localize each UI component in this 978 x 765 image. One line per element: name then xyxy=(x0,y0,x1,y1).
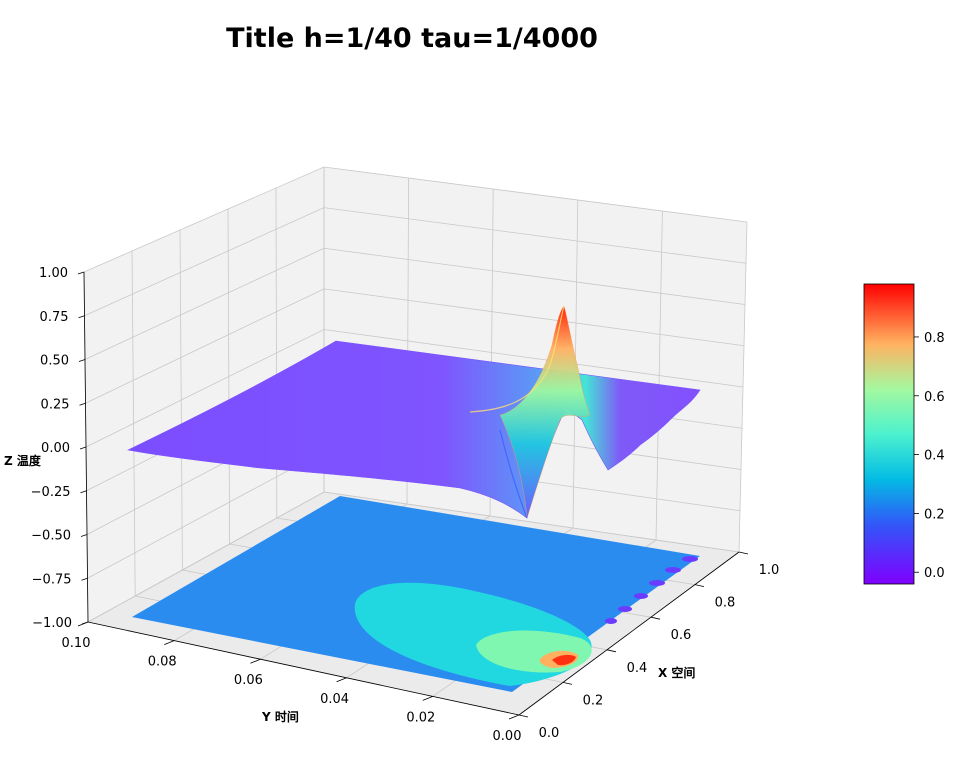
y-axis-label: Y 时间 xyxy=(261,709,299,724)
x-tick-label: 1.0 xyxy=(759,563,780,578)
x-tick-label: 0.6 xyxy=(671,628,692,643)
y-tick xyxy=(77,621,89,627)
colorbar-tick-label: 0.6 xyxy=(924,390,945,405)
z-tick xyxy=(79,446,87,450)
z-tick xyxy=(78,359,86,362)
colorbar-ticks: 0.0 0.2 0.4 0.6 0.8 xyxy=(914,331,945,581)
colorbar-tick-label: 0.2 xyxy=(924,507,945,522)
y-tick-label: 0.00 xyxy=(493,729,522,744)
z-tick-label: 0.25 xyxy=(41,397,70,412)
tick-layer: −1.00−0.75−0.50−0.250.000.250.500.751.00… xyxy=(31,266,780,744)
y-tick-label: 0.06 xyxy=(234,673,263,688)
z-tick xyxy=(81,577,88,581)
z-tick-label: 1.00 xyxy=(39,266,68,281)
surface-trough-line xyxy=(499,429,528,519)
colorbar: 0.0 0.2 0.4 0.6 0.8 xyxy=(863,283,945,585)
x-tick xyxy=(562,682,573,685)
y-tick-label: 0.10 xyxy=(62,636,91,651)
z-tick-label: −1.00 xyxy=(32,616,72,631)
z-tick xyxy=(77,271,85,275)
colorbar-tick-label: 0.8 xyxy=(924,331,945,346)
y-tick xyxy=(422,696,433,701)
x-axis-label: X 空间 xyxy=(658,665,695,680)
x-grid-line xyxy=(323,167,740,553)
y-tick xyxy=(164,640,175,645)
z-tick-label: −0.75 xyxy=(32,572,72,587)
back-left-pane xyxy=(84,167,324,622)
y-tick-label: 0.04 xyxy=(320,692,349,707)
x-tick xyxy=(650,616,661,620)
z-tick-label: 0.50 xyxy=(40,354,69,369)
z-tick xyxy=(80,534,88,537)
x-tick-label: 0.0 xyxy=(539,726,560,741)
y-tick xyxy=(250,658,261,664)
x-tick xyxy=(518,714,529,718)
surface xyxy=(127,305,701,519)
surface-crest-line xyxy=(469,305,565,413)
x-tick-label: 0.4 xyxy=(627,661,648,676)
x-tick-label: 0.2 xyxy=(583,693,604,708)
colorbar-gradient xyxy=(863,283,915,585)
z-tick-label: 0.00 xyxy=(41,441,70,456)
colorbar-tick-label: 0.4 xyxy=(924,449,945,464)
z-tick xyxy=(80,490,87,494)
z-tick xyxy=(79,402,86,406)
y-tick xyxy=(508,714,520,720)
z-axis-label: Z 温度 xyxy=(4,453,42,468)
chart-title: Title h=1/40 tau=1/4000 xyxy=(226,23,598,54)
contour-level-4 xyxy=(552,654,576,666)
z-tick-label: −0.50 xyxy=(31,529,71,544)
x-tick-label: 0.8 xyxy=(715,596,736,611)
contour-small-blobs xyxy=(605,556,698,624)
floor-contour xyxy=(132,496,700,692)
z-tick-label: 0.75 xyxy=(40,310,69,325)
y-tick xyxy=(336,677,347,683)
y-tick-label: 0.02 xyxy=(406,710,435,725)
x-tick xyxy=(694,584,705,587)
x-tick xyxy=(606,649,617,653)
y-tick-label: 0.08 xyxy=(148,655,177,670)
colorbar-tick-label: 0.0 xyxy=(924,566,945,581)
z-tick-label: −0.25 xyxy=(31,485,71,500)
z-tick xyxy=(78,315,85,319)
x-tick xyxy=(738,551,749,555)
